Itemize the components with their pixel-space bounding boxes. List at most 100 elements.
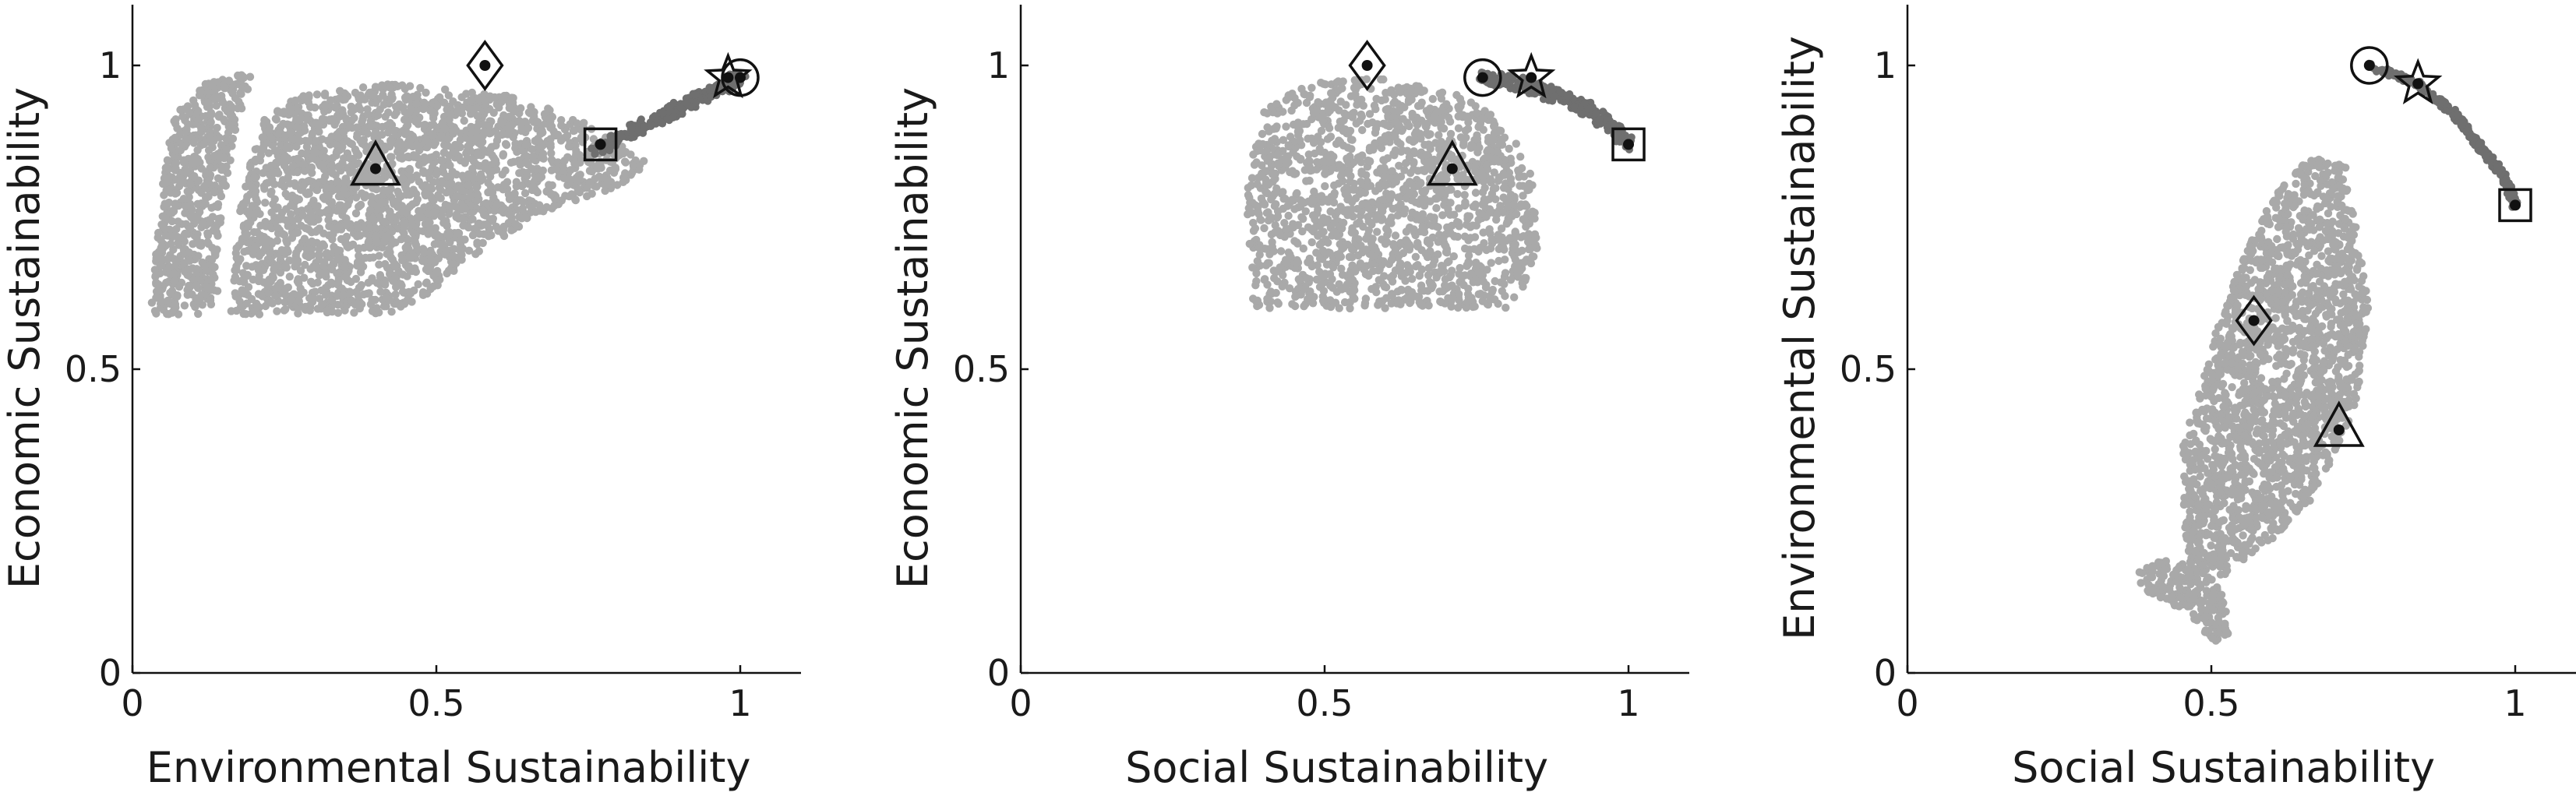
scatter-point	[305, 294, 314, 302]
scatter-point	[1364, 217, 1373, 226]
scatter-point	[1396, 267, 1405, 276]
scatter-point	[394, 299, 404, 308]
scatter-point	[1456, 263, 1464, 273]
scatter-point	[1251, 281, 1260, 290]
scatter-point	[464, 170, 473, 178]
scatter-point	[288, 217, 298, 225]
scatter-point	[398, 287, 408, 296]
scatter-point	[438, 178, 447, 186]
scatter-point	[1436, 139, 1445, 147]
scatter-point	[1329, 227, 1339, 236]
scatter-point	[1473, 131, 1481, 139]
scatter-point	[457, 186, 466, 195]
scatter-point	[1326, 281, 1335, 290]
scatter-point	[1254, 244, 1264, 252]
scatter-point	[167, 239, 175, 248]
scatter-point	[1493, 147, 1502, 156]
scatter-point	[420, 248, 429, 257]
scatter-point	[243, 85, 252, 93]
scatter-point	[450, 252, 458, 261]
scatter-point	[342, 114, 351, 123]
scatter-point	[281, 131, 290, 140]
scatter-point	[517, 146, 526, 155]
scatter-point	[503, 130, 512, 139]
scatter-point	[314, 215, 323, 224]
scatter-point	[1382, 224, 1391, 233]
scatter-point	[1436, 297, 1445, 306]
scatter-point	[224, 76, 234, 85]
scatter-point	[1392, 178, 1401, 186]
scatter-point	[217, 165, 226, 174]
scatter-point	[383, 186, 392, 195]
scatter-point	[438, 206, 446, 215]
scatter-point	[1484, 137, 1493, 146]
scatter-point	[383, 128, 393, 137]
scatter-point	[1400, 103, 1409, 111]
scatter-point	[322, 291, 330, 299]
scatter-point	[1505, 144, 1513, 153]
scatter-point	[1496, 138, 1505, 147]
scatter-point	[1512, 269, 1522, 278]
scatter-point	[588, 189, 596, 198]
scatter-point	[692, 98, 700, 107]
scatter-point	[1444, 294, 1452, 302]
scatter-point	[189, 139, 199, 147]
scatter-point	[1418, 301, 1427, 310]
scatter-point	[559, 174, 569, 182]
scatter-point	[180, 301, 189, 310]
scatter-point	[1422, 150, 1431, 160]
scatter-point	[261, 243, 270, 252]
scatter-point	[1438, 287, 1447, 296]
scatter-point	[411, 267, 420, 276]
scatter-point	[234, 258, 243, 266]
scatter-point	[376, 287, 385, 296]
scatter-point	[190, 100, 199, 110]
scatter-point	[351, 88, 360, 97]
scatter-point	[506, 210, 514, 219]
scatter-point	[379, 100, 388, 109]
scatter-point	[1321, 170, 1329, 178]
x-axis-label: Environmental Sustainability	[146, 743, 751, 792]
scatter-point	[222, 145, 231, 154]
scatter-point	[228, 104, 236, 113]
scatter-point	[349, 167, 358, 176]
scatter-point	[1431, 256, 1439, 265]
highlighted-point-circle	[735, 72, 746, 83]
scatter-point	[495, 103, 503, 112]
scatter-point	[1496, 202, 1505, 210]
scatter-point	[1418, 222, 1427, 231]
x-tick-label: 0	[121, 682, 143, 724]
y-tick-label: 1	[99, 44, 122, 86]
scatter-point	[179, 195, 189, 203]
scatter-point	[540, 110, 549, 118]
scatter-point	[465, 104, 474, 113]
y-tick-label: 0.5	[65, 348, 122, 390]
scatter-point	[437, 132, 446, 140]
scatter-point	[333, 133, 343, 142]
scatter-point	[237, 90, 245, 98]
scatter-point	[199, 139, 208, 149]
scatter-point	[1436, 267, 1445, 276]
scatter-point	[1348, 205, 1357, 213]
scatter-point	[1482, 245, 1491, 255]
scatter-point	[1442, 248, 1451, 256]
scatter-point	[511, 144, 520, 153]
scatter-point	[163, 309, 171, 319]
scatter-point	[409, 228, 418, 237]
scatter-point	[1389, 204, 1397, 213]
scatter-point	[422, 278, 431, 287]
scatter-point	[326, 183, 336, 192]
scatter-point	[365, 224, 374, 232]
scatter-point	[252, 195, 260, 203]
scatter-point	[1446, 271, 1456, 280]
scatter-point	[528, 181, 538, 191]
scatter-point	[1516, 153, 1525, 161]
scatter-point	[473, 190, 482, 199]
point-cloud-0	[1244, 75, 1541, 313]
scatter-point	[1501, 269, 1510, 277]
scatter-point	[1426, 280, 1435, 289]
scatter-point	[1471, 200, 1480, 209]
scatter-point	[418, 288, 428, 297]
scatter-point	[338, 143, 347, 151]
scatter-point	[355, 224, 363, 232]
